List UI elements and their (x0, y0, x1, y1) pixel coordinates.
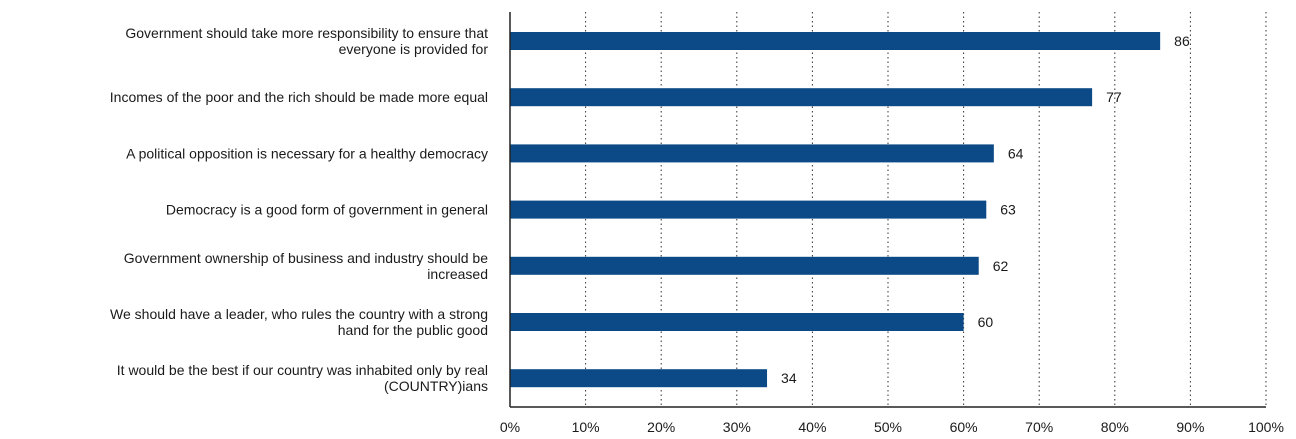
value-label-1: 86 (1174, 33, 1190, 49)
category-label-7: It would be the best if our country was … (117, 362, 488, 394)
value-label-3: 64 (1008, 145, 1024, 161)
x-tick-label-40: 40% (798, 419, 826, 435)
category-labels: Government should take more responsibili… (110, 25, 489, 394)
bar-6 (510, 313, 964, 331)
category-label-4: Democracy is a good form of government i… (166, 202, 488, 218)
gridlines (585, 12, 1267, 407)
value-label-6: 60 (978, 314, 994, 330)
value-labels: 86 77 64 63 62 60 34 (781, 33, 1190, 386)
x-tick-label-10: 10% (572, 419, 600, 435)
value-label-2: 77 (1106, 89, 1122, 105)
x-tick-label-30: 30% (723, 419, 751, 435)
value-label-5: 62 (993, 258, 1009, 274)
bar-7 (510, 369, 768, 388)
bar-1 (510, 32, 1161, 50)
bars (510, 32, 1161, 388)
category-label-1: Government should take more responsibili… (125, 25, 488, 57)
x-tick-labels: 0% 10% 20% 30% 40% 50% 60% 70% 80% 90% 100% (500, 419, 1284, 435)
x-tick-label-100: 100% (1248, 419, 1284, 435)
x-tick-label-60: 60% (950, 419, 978, 435)
bar-3 (510, 144, 994, 163)
x-tick-label-80: 80% (1101, 419, 1129, 435)
category-label-5: Government ownership of business and ind… (124, 250, 488, 282)
bar-5 (510, 256, 979, 275)
x-tick-label-0: 0% (500, 419, 520, 435)
value-label-4: 63 (1000, 202, 1016, 218)
category-label-2: Incomes of the poor and the rich should … (110, 89, 488, 105)
category-label-6: We should have a leader, who rules the c… (110, 306, 488, 338)
value-label-7: 34 (781, 370, 797, 386)
bar-2 (510, 88, 1093, 107)
x-tick-label-90: 90% (1176, 419, 1204, 435)
x-tick-label-70: 70% (1025, 419, 1053, 435)
bar-4 (510, 200, 987, 219)
category-label-3: A political opposition is necessary for … (126, 145, 488, 161)
x-tick-label-50: 50% (874, 419, 902, 435)
x-tick-label-20: 20% (647, 419, 675, 435)
axes (509, 12, 1266, 408)
